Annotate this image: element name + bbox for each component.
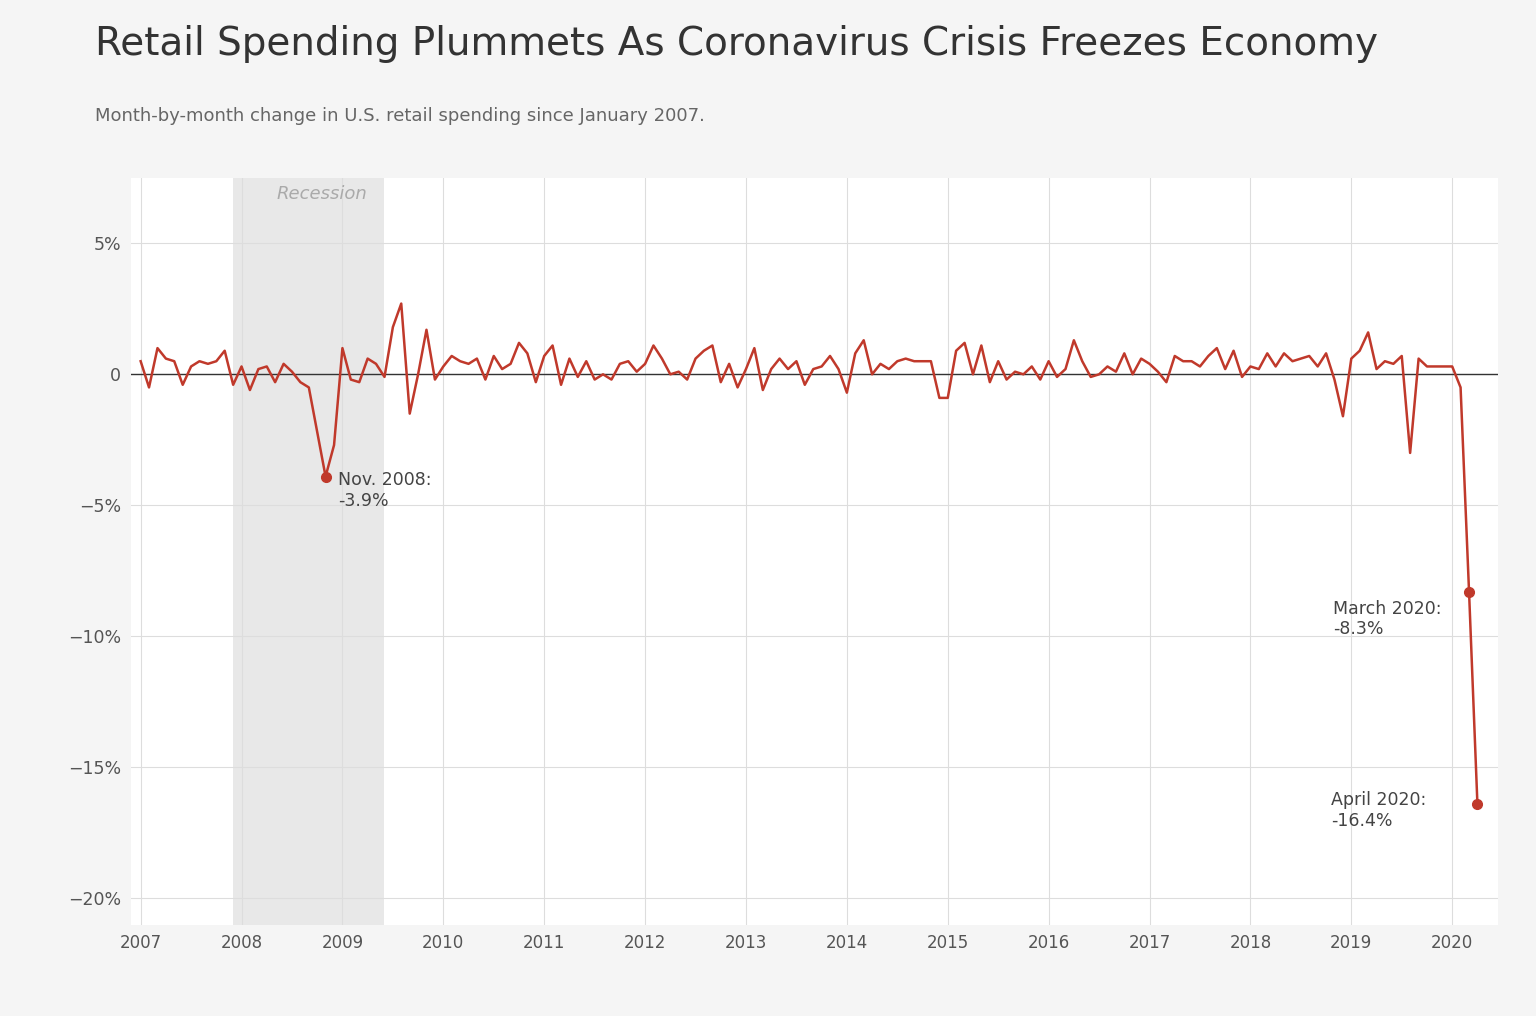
Text: Nov. 2008:
-3.9%: Nov. 2008: -3.9% — [338, 471, 432, 510]
Text: Month-by-month change in U.S. retail spending since January 2007.: Month-by-month change in U.S. retail spe… — [95, 107, 705, 125]
Bar — [233, 178, 384, 925]
Text: March 2020:
-8.3%: March 2020: -8.3% — [1333, 599, 1441, 638]
Text: Recession: Recession — [276, 185, 367, 203]
Text: Retail Spending Plummets As Coronavirus Crisis Freezes Economy: Retail Spending Plummets As Coronavirus … — [95, 25, 1378, 63]
Text: April 2020:
-16.4%: April 2020: -16.4% — [1332, 790, 1427, 830]
